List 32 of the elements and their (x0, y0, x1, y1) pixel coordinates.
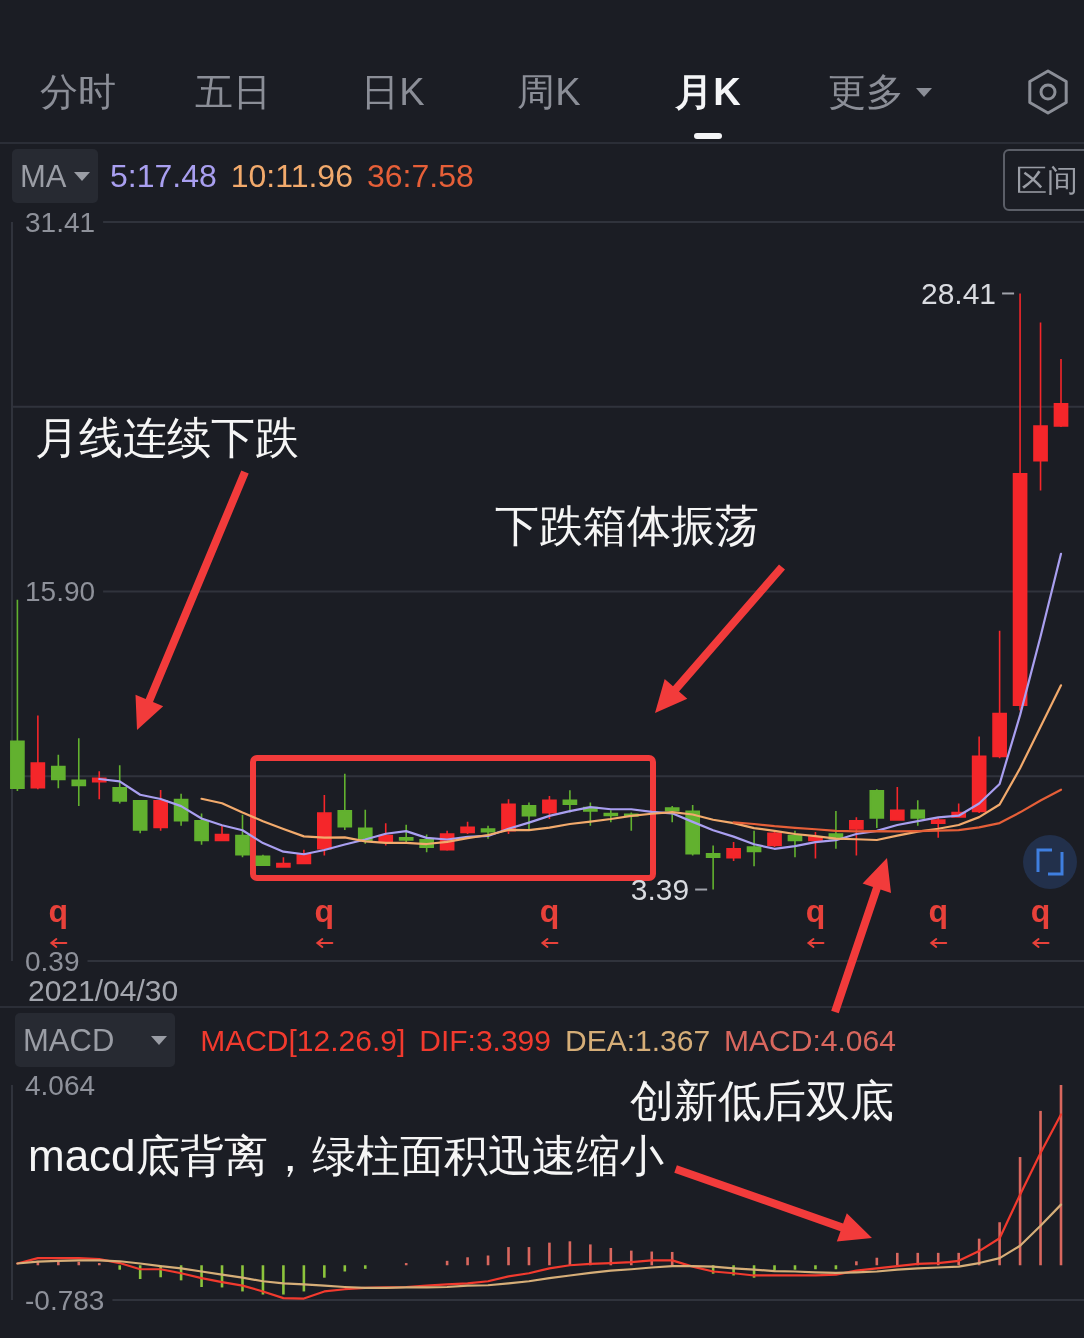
annotation: q (928, 893, 948, 929)
text: DIF:3.399 (419, 1023, 551, 1057)
text: MACD (23, 1022, 115, 1058)
annotation: 3.39 (630, 873, 690, 907)
y-tick-label: 4.064 (25, 1069, 96, 1101)
legend-title: MACD[12.26.9] (200, 1023, 406, 1057)
text: 36:7.58 (366, 158, 474, 194)
annotation: q (539, 893, 560, 929)
annotation: 28.41 (921, 276, 997, 310)
annotation: macd底背离，绿柱面积迅速缩小 (28, 1130, 664, 1180)
text: 5:17.48 (110, 158, 217, 194)
annotation: q (314, 893, 335, 929)
annotation: 创新低后双底 (630, 1075, 894, 1125)
y-tick-label: -0.783 (25, 1284, 105, 1316)
text: 分时 (40, 71, 116, 113)
text: 区间 (1016, 162, 1078, 198)
text: MACD:4.064 (724, 1023, 896, 1057)
text: 五日 (195, 71, 271, 113)
annotation: q (805, 893, 826, 929)
annotation: 下跌箱体振荡 (495, 500, 759, 550)
text: MA (20, 158, 67, 194)
text: 周K (517, 71, 581, 113)
text: 更多 (828, 71, 904, 113)
text: 10:11.96 (230, 158, 353, 194)
annotation: q (1030, 893, 1051, 929)
text: 月K (674, 71, 742, 113)
text: DEA:1.367 (564, 1023, 711, 1057)
text: 日K (361, 71, 425, 113)
annotation: q (48, 893, 69, 929)
y-tick-label: 31.41 (25, 206, 96, 238)
y-tick-label: 15.90 (25, 576, 96, 607)
annotation: 月线连续下跌 (35, 412, 299, 462)
